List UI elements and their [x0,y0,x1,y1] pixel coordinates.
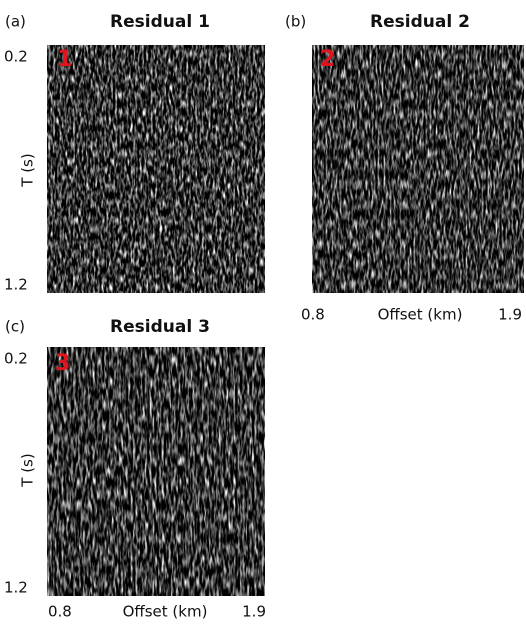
y-bottom: 1.2 [4,276,28,294]
y-label: T (s) [19,453,37,487]
y-bottom: 1.2 [4,579,28,597]
x-label: Offset (km) [123,603,208,621]
residual-image [47,347,265,596]
panel-tag: (c) [5,318,25,336]
panel-badge: 3 [55,351,70,376]
x-label: Offset (km) [378,306,463,324]
x-left: 0.8 [301,306,325,324]
panel-title: Residual 2 [370,12,470,32]
panel-badge: 1 [57,47,72,72]
panel-title: Residual 1 [110,12,210,32]
x-right: 1.9 [242,603,266,621]
residual-image [312,45,524,293]
panel-tag: (b) [285,13,306,31]
y-label: T (s) [19,153,37,187]
panel-badge: 2 [320,47,335,72]
x-left: 0.8 [48,603,72,621]
y-top: 0.2 [4,350,28,368]
x-right: 1.9 [498,306,522,324]
y-top: 0.2 [4,48,28,66]
panel-tag: (a) [5,13,26,31]
residual-image [47,45,265,293]
panel-title: Residual 3 [110,317,210,337]
